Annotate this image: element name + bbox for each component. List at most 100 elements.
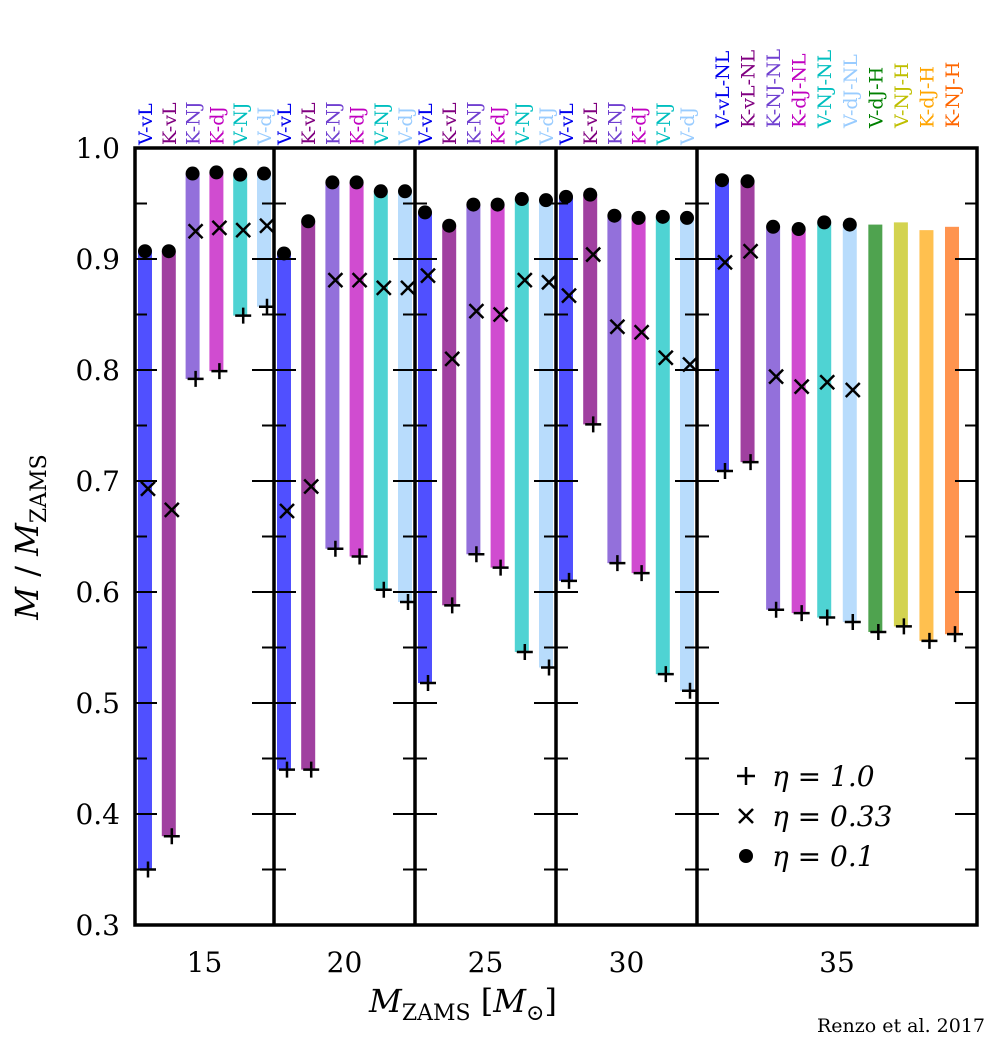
marker-eta-0.1: [466, 197, 481, 212]
run-label: K-dJ: [206, 106, 228, 145]
run-label: V-vL-NL: [712, 50, 734, 129]
dot-marker-icon: [739, 849, 753, 863]
marker-eta-1.0: [793, 605, 810, 622]
bar-K-dJ-25: [490, 204, 505, 568]
bar-V-NJ-20: [373, 191, 388, 590]
bar-V-dJ-30: [680, 217, 694, 691]
marker-eta-0.33: [400, 279, 416, 296]
marker-eta-1.0: [844, 613, 861, 630]
run-label: K-dJ-NL: [789, 53, 811, 128]
marker-eta-0.1: [418, 205, 432, 220]
run-label: V-dJ: [395, 107, 417, 146]
plus-marker-icon: [737, 767, 755, 785]
marker-eta-0.33: [468, 303, 485, 320]
bar-V-dJ-20: [398, 191, 412, 602]
run-label: V-dJ: [536, 107, 558, 146]
marker-eta-0.33: [444, 351, 461, 367]
marker-eta-0.1: [842, 217, 857, 232]
marker-eta-0.33: [492, 306, 509, 323]
run-label: V-dJ-NL: [840, 54, 862, 129]
marker-eta-0.1: [791, 222, 806, 237]
marker-eta-0.33: [561, 287, 577, 304]
y-tick-label: 0.3: [75, 909, 120, 942]
x-tick-label: 15: [187, 946, 223, 979]
run-label: K-dJ: [488, 106, 510, 145]
bar-V-NJ-H-35: [893, 222, 908, 627]
y-tick-label: 0.4: [75, 798, 120, 831]
marker-eta-1.0: [444, 597, 461, 614]
marker-eta-0.1: [138, 244, 152, 259]
run-label: V-NJ-NL: [814, 49, 836, 129]
marker-eta-1.0: [609, 555, 626, 572]
marker-eta-0.33: [235, 222, 252, 239]
marker-eta-0.33: [303, 478, 320, 495]
marker-eta-1.0: [585, 416, 602, 433]
x-tick-label: 35: [819, 946, 855, 979]
marker-eta-0.1: [398, 184, 412, 199]
run-label: K-vL: [298, 102, 320, 145]
run-label: K-vL: [159, 102, 181, 145]
legend-label-eta-0.1: η = 0.1: [772, 840, 875, 873]
y-tick-label: 0.6: [75, 576, 120, 609]
marker-eta-0.33: [211, 220, 228, 236]
legend-label-eta-1.0: η = 1.0: [772, 760, 875, 793]
bar-K-dJ-20: [349, 182, 364, 557]
marker-eta-0.33: [163, 501, 180, 518]
marker-eta-0.33: [375, 279, 392, 296]
marker-eta-0.1: [490, 197, 505, 212]
bar-V-NJ-NL-35: [817, 222, 832, 618]
y-tick-label: 0.7: [75, 465, 120, 498]
bar-K-NJ-20: [325, 182, 340, 549]
marker-eta-0.33: [717, 254, 733, 271]
run-label: K-dJ-H: [916, 66, 938, 128]
bar-K-NJ-H-35: [945, 226, 959, 635]
marker-eta-0.1: [325, 175, 340, 190]
marker-eta-1.0: [819, 609, 836, 626]
bar-V-NJ-30: [655, 216, 670, 675]
run-label: K-vL-NL: [738, 49, 760, 128]
run-label: V-NJ: [653, 102, 675, 146]
run-label: K-vL: [439, 102, 461, 145]
bar-K-dJ-NL-35: [791, 229, 806, 614]
run-label: V-NJ: [230, 102, 252, 146]
marker-eta-1.0: [327, 540, 344, 557]
marker-eta-1.0: [947, 626, 963, 643]
marker-eta-0.1: [349, 175, 364, 190]
marker-eta-1.0: [420, 675, 436, 692]
y-tick-label: 0.9: [75, 243, 120, 276]
marker-eta-1.0: [561, 572, 577, 589]
marker-eta-0.33: [585, 246, 602, 263]
bar-V-vL-20: [277, 253, 291, 770]
bar-V-NJ-25: [514, 199, 529, 652]
bar-V-vL-NL-35: [715, 180, 729, 472]
cross-marker-icon: [738, 808, 754, 824]
marker-eta-0.1: [442, 218, 457, 233]
marker-eta-1.0: [187, 370, 204, 387]
run-label: K-NJ: [604, 102, 626, 145]
marker-eta-0.33: [633, 324, 650, 341]
marker-eta-1.0: [921, 632, 938, 649]
run-label: V-dJ: [254, 107, 276, 146]
credit-text: Renzo et al. 2017: [817, 1015, 985, 1037]
run-label: V-NJ-H: [891, 62, 913, 129]
bar-K-NJ-15: [185, 173, 200, 379]
run-label: V-vL: [556, 103, 578, 146]
marker-eta-1.0: [235, 307, 252, 324]
x-tick-label: 25: [468, 946, 504, 979]
marker-eta-0.33: [351, 272, 368, 288]
marker-eta-0.1: [655, 209, 670, 224]
bar-V-dJ-15: [257, 173, 271, 307]
run-label: K-NJ-NL: [763, 48, 785, 128]
marker-eta-1.0: [633, 565, 650, 582]
marker-eta-0.33: [516, 272, 533, 288]
bar-K-vL-20: [301, 221, 316, 770]
marker-eta-0.1: [257, 166, 271, 181]
marker-eta-1.0: [895, 618, 912, 635]
marker-eta-1.0: [516, 643, 533, 660]
run-label: V-vL: [274, 103, 296, 146]
marker-eta-1.0: [375, 581, 392, 598]
marker-eta-0.1: [680, 210, 694, 225]
legend: η = 1.0 η = 0.33 η = 0.1: [737, 760, 892, 873]
bar-K-vL-30: [583, 194, 598, 425]
